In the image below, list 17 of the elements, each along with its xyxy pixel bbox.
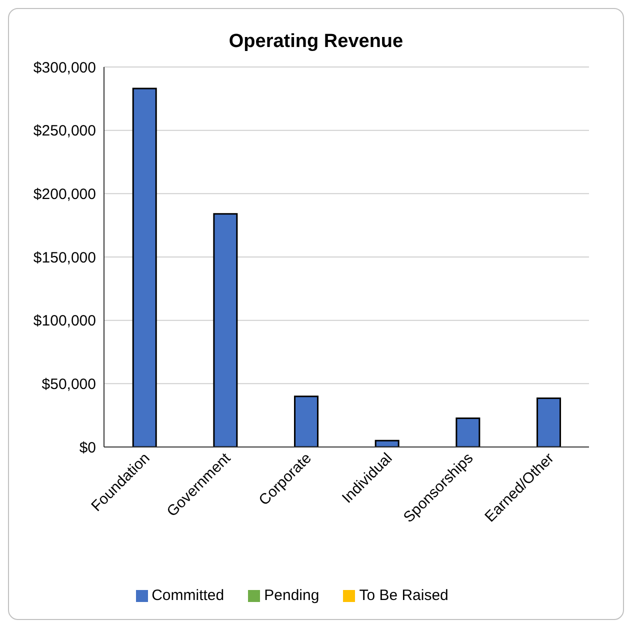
y-tick-label: $50,000 xyxy=(42,376,96,393)
bar xyxy=(456,417,480,447)
y-tick-label: $300,000 xyxy=(33,59,96,76)
bar xyxy=(536,397,562,447)
y-tick-label: $150,000 xyxy=(33,249,96,266)
y-tick-label: $100,000 xyxy=(33,312,96,330)
bar xyxy=(294,396,319,447)
bar xyxy=(213,213,238,447)
legend-label: Committed xyxy=(152,587,224,604)
y-tick-label: $200,000 xyxy=(33,186,96,203)
y-tick-label: $250,000 xyxy=(33,122,96,140)
y-tick-label: $0 xyxy=(79,439,96,456)
bar xyxy=(132,88,157,447)
legend-label: To Be Raised xyxy=(359,587,448,604)
bar xyxy=(374,440,400,447)
chart-title: Operating Revenue xyxy=(228,31,404,53)
legend-label: Pending xyxy=(264,587,320,604)
